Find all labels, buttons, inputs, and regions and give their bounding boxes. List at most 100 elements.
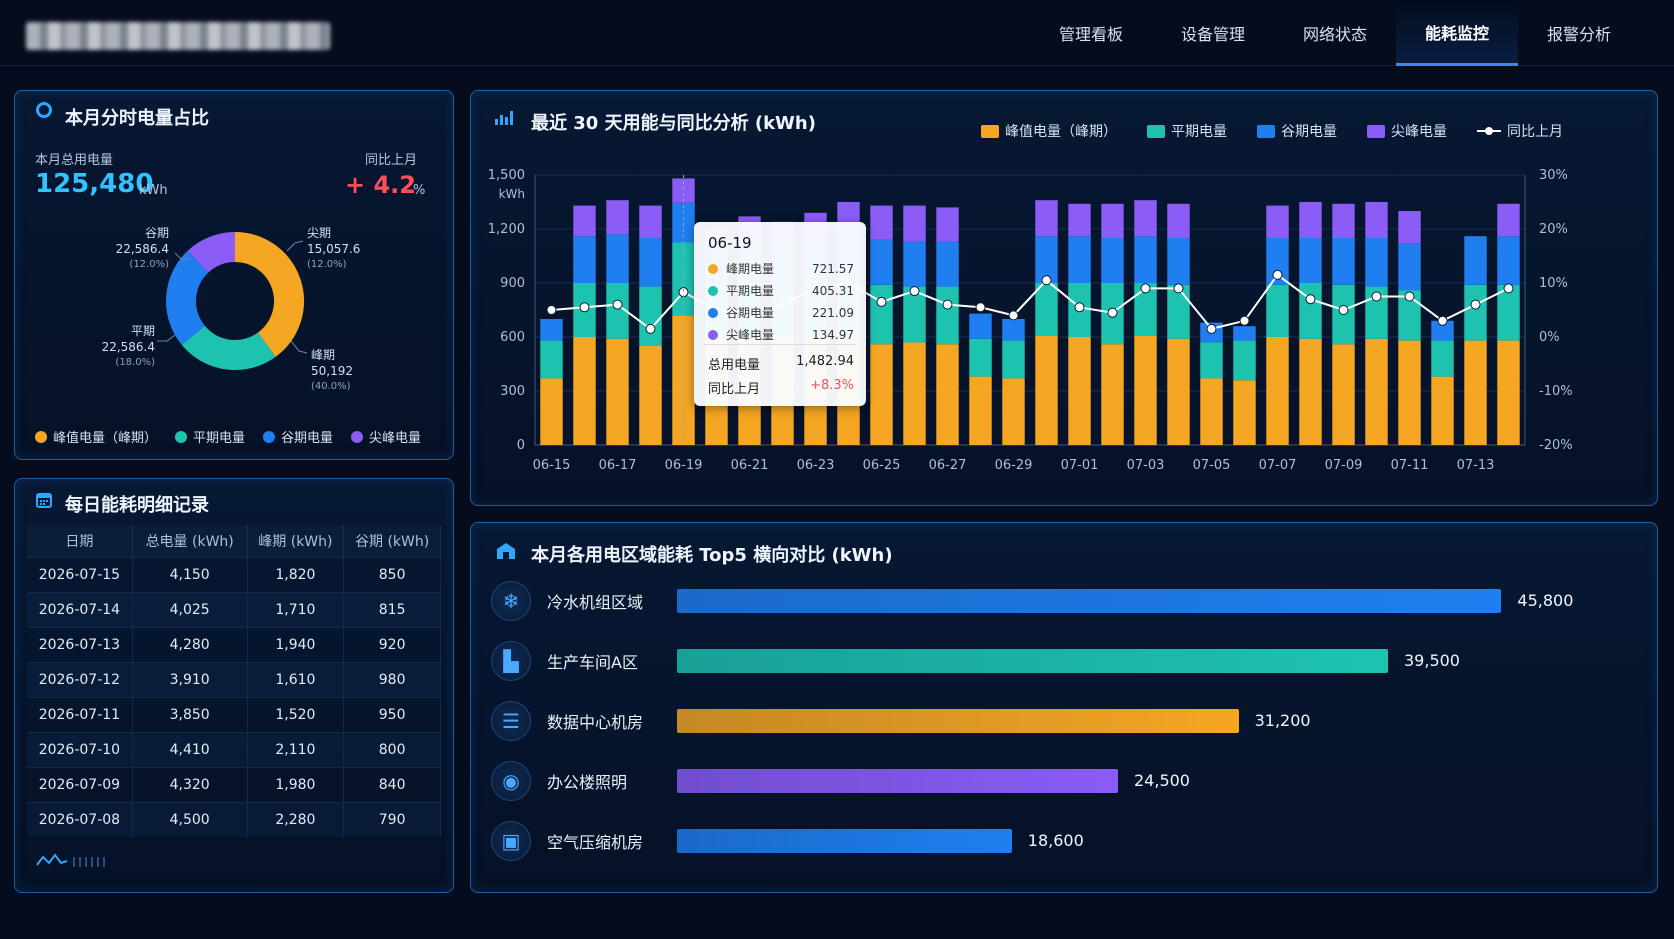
cell: 1,710 (247, 591, 345, 627)
bar-segment (1464, 236, 1487, 285)
sharp-dot-icon (708, 329, 718, 340)
area-row[interactable]: ◉ 办公楼照明 (491, 759, 627, 803)
table-row[interactable]: 2026-07-10 4,410 2,110 800 (27, 731, 441, 767)
bar-segment (573, 236, 596, 283)
bar-segment (606, 200, 629, 235)
legend-yoy[interactable]: 同比上月 (1477, 121, 1563, 141)
bar-segment (1497, 284, 1520, 341)
col-valley[interactable]: 谷期 (kWh) (343, 525, 441, 557)
nav-network-status[interactable]: 网络状态 (1302, 25, 1367, 44)
area-row[interactable]: ☰ 数据中心机房 (491, 699, 643, 743)
x-tick-label: 06-17 (599, 458, 637, 473)
legend-flat: 平期电量 (175, 427, 245, 446)
yoy-point (876, 296, 887, 307)
sharp-swatch-icon (1367, 124, 1385, 138)
bar-segment (606, 338, 629, 445)
bar-segment (1134, 283, 1157, 336)
legend-peak-label: 峰值电量（峰期） (53, 431, 158, 446)
tooltip-row-sharp: 尖峰电量 134.97 (708, 326, 854, 343)
bar-segment (870, 239, 893, 285)
cell: 920 (343, 626, 441, 662)
bar-segment (1167, 238, 1190, 285)
cell: 840 (343, 766, 441, 802)
area-label: 冷水机组区域 (547, 593, 644, 612)
cell: 4,280 (132, 626, 248, 662)
bar-segment (639, 286, 662, 346)
peak-dot-icon (708, 263, 718, 274)
bar-segment (936, 286, 959, 345)
x-tick-label: 07-01 (1061, 458, 1099, 473)
nav-dashboard[interactable]: 管理看板 (1058, 25, 1123, 44)
yoy-point (1074, 302, 1085, 313)
area-row[interactable]: ❄ 冷水机组区域 (491, 579, 643, 623)
yoy-unit: % (413, 183, 426, 198)
x-tick-label: 06-25 (863, 458, 901, 473)
panel-title: 每日能耗明细记录 (65, 495, 209, 516)
bar-segment (1068, 337, 1091, 445)
legend-sharp[interactable]: 尖峰电量 (1367, 121, 1447, 141)
cell: 1,610 (247, 661, 345, 697)
area-row[interactable]: ▣ 空气压缩机房 (491, 819, 643, 863)
yoy-point (909, 286, 920, 297)
y-tick-label: 1,500 (488, 168, 525, 183)
table-row[interactable]: 2026-07-08 4,500 2,280 790 (27, 801, 441, 837)
donut-legend: 峰值电量（峰期） 平期电量 谷期电量 尖峰电量 (35, 427, 421, 446)
area-value: 45,800 (1517, 591, 1574, 610)
y2-tick-label: 0% (1539, 330, 1560, 345)
label-flat-value: 22,586.4 (101, 340, 155, 354)
table-row[interactable]: 2026-07-13 4,280 1,940 920 (27, 626, 441, 662)
table-row[interactable]: 2026-07-12 3,910 1,610 980 (27, 661, 441, 697)
tooltip-row-flat: 平期电量 405.31 (708, 282, 854, 299)
col-peak[interactable]: 峰期 (kWh) (247, 525, 345, 557)
bar-segment (969, 313, 992, 339)
bar-segment (1332, 238, 1355, 285)
area-row[interactable]: ▙ 生产车间A区 (491, 639, 638, 683)
label-flat-pct: (18.0%) (115, 357, 155, 368)
legend-valley[interactable]: 谷期电量 (1257, 121, 1337, 141)
bar-segment (639, 346, 662, 445)
x-tick-label: 07-13 (1457, 458, 1495, 473)
nav-device-management[interactable]: 设备管理 (1180, 25, 1245, 44)
legend-peak[interactable]: 峰值电量（峰期） (981, 121, 1117, 141)
col-total[interactable]: 总电量 (kWh) (132, 525, 248, 557)
x-tick-label: 06-21 (731, 458, 769, 473)
bar-segment (1497, 236, 1520, 285)
y-tick-label: 300 (500, 384, 525, 399)
yoy-point (612, 299, 623, 310)
bar-segment (1200, 342, 1223, 379)
donut-slice-4 (187, 232, 236, 274)
area-label: 空气压缩机房 (547, 833, 644, 852)
col-date[interactable]: 日期 (27, 525, 133, 557)
table-row[interactable]: 2026-07-14 4,025 1,710 815 (27, 591, 441, 627)
bar-segment (1431, 376, 1454, 445)
table-row[interactable]: 2026-07-11 3,850 1,520 950 (27, 696, 441, 732)
label-flat: 平期 22,586.4 (18.0%) (75, 323, 155, 371)
cell: 1,520 (247, 696, 345, 732)
yoy-point (975, 302, 986, 313)
bar-segment (936, 241, 959, 287)
bar-segment (1167, 338, 1190, 445)
bar-segment (606, 234, 629, 283)
nav-alarm-analysis[interactable]: 报警分析 (1546, 25, 1611, 44)
bar-segment (573, 205, 596, 237)
cell: 790 (343, 801, 441, 837)
lightbulb-icon: ◉ (491, 761, 531, 801)
flat-swatch-icon (1147, 124, 1165, 138)
table-row[interactable]: 2026-07-15 4,150 1,820 850 (27, 556, 441, 592)
daily-detail-panel: 每日能耗明细记录 日期 总电量 (kWh) 峰期 (kWh) 谷期 (kWh) … (14, 478, 454, 893)
x-tick-label: 06-29 (995, 458, 1033, 473)
bar-segment (903, 286, 926, 343)
tooltip-total-value: 1,482.94 (796, 354, 854, 369)
x-tick-label: 06-27 (929, 458, 967, 473)
legend-flat[interactable]: 平期电量 (1147, 121, 1227, 141)
thirty-day-trend-panel: 最近 30 天用能与同比分析 (kWh) 峰值电量（峰期） 平期电量 谷期电量 … (470, 90, 1658, 506)
cell: 4,500 (132, 801, 248, 837)
circle-icon (36, 102, 52, 118)
area-label: 办公楼照明 (547, 773, 628, 792)
peak-swatch-icon (981, 124, 999, 138)
bar-segment (1068, 236, 1091, 283)
nav-energy-monitoring[interactable]: 能耗监控 (1396, 0, 1518, 66)
table-row[interactable]: 2026-07-09 4,320 1,980 840 (27, 766, 441, 802)
bar-segment (1233, 340, 1256, 381)
panel-title: 最近 30 天用能与同比分析 (kWh) (531, 113, 816, 134)
